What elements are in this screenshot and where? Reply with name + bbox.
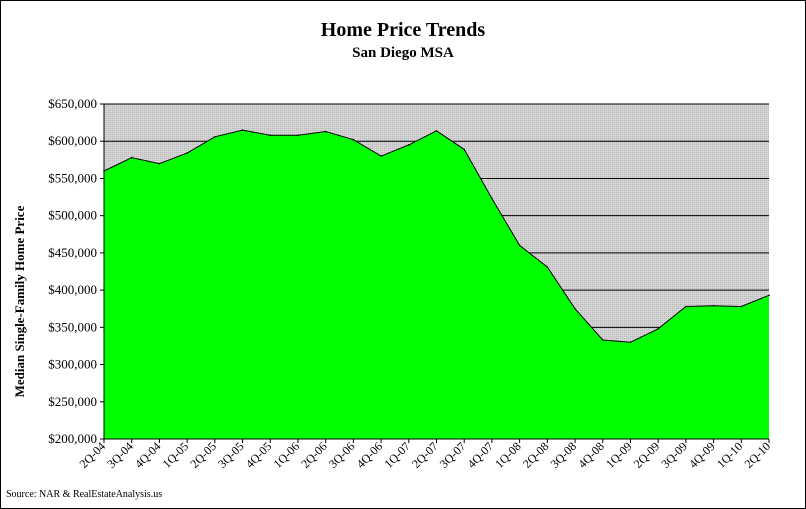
y-tick-label: $400,000 [48,282,97,297]
x-tick-label: 1Q-09 [603,439,635,471]
data-point [491,197,493,200]
chart-subtitle: San Diego MSA [352,45,454,61]
x-tick-label: 1Q-05 [160,439,192,471]
data-point [324,130,327,133]
data-point [241,129,244,131]
data-point [712,304,715,307]
data-point [380,155,382,157]
x-tick-label: 3Q-07 [437,439,469,471]
y-tick-label: $550,000 [48,170,97,185]
x-tick-label: 2Q-09 [631,439,663,471]
x-tick-label: 2Q-08 [520,439,552,471]
data-point [685,305,687,308]
x-tick-label: 3Q-04 [104,439,136,471]
data-point [269,134,272,137]
data-point [214,136,216,138]
source-note: Source: NAR & RealEstateAnalysis.us [6,489,163,500]
x-tick-label: 1Q-10 [714,439,746,471]
y-tick-label: $250,000 [48,394,97,409]
x-tick-label: 3Q-06 [326,439,358,471]
y-tick-label: $600,000 [48,133,97,148]
y-tick-label: $200,000 [48,431,97,446]
data-point [130,156,133,159]
x-tick-label: 1Q-08 [492,439,524,471]
y-axis-label: Median Single-Family Home Price [12,205,27,397]
x-tick-label: 2Q-05 [187,439,219,471]
x-tick-label: 2Q-07 [409,439,441,471]
chart-title: Home Price Trends [320,19,486,41]
x-tick-label: 4Q-09 [686,439,718,471]
data-point [546,266,549,268]
data-point [518,244,521,247]
x-tick-label: 2Q-06 [298,439,330,471]
data-point [629,341,632,344]
x-tick-label: 1Q-06 [270,439,302,471]
x-tick-label: 4Q-04 [132,439,164,471]
x-tick-label: 1Q-07 [381,439,413,471]
data-point [435,130,438,132]
data-point [352,138,355,141]
x-tick-label: 4Q-06 [354,439,386,471]
x-tick-label: 3Q-05 [215,439,247,471]
data-point [158,162,161,165]
y-tick-label: $450,000 [48,245,97,260]
data-point [574,307,576,310]
y-tick-label: $500,000 [48,208,97,223]
data-point [186,152,188,154]
y-tick-label: $350,000 [48,319,97,334]
x-tick-label: 3Q-09 [658,439,690,471]
data-point [602,339,604,341]
data-point [297,134,299,137]
y-tick-label: $650,000 [48,96,97,111]
data-point [657,328,659,330]
x-tick-label: 2Q-10 [742,439,774,471]
x-tick-label: 4Q-05 [243,439,275,471]
x-tick-label: 3Q-08 [548,439,580,471]
x-tick-label: 4Q-07 [464,439,496,471]
data-point [740,305,743,308]
series-area [104,130,769,439]
data-point [408,144,410,146]
data-point [463,148,466,151]
y-tick-label: $300,000 [48,357,97,372]
data-point [768,294,770,297]
x-tick-label: 4Q-08 [575,439,607,471]
